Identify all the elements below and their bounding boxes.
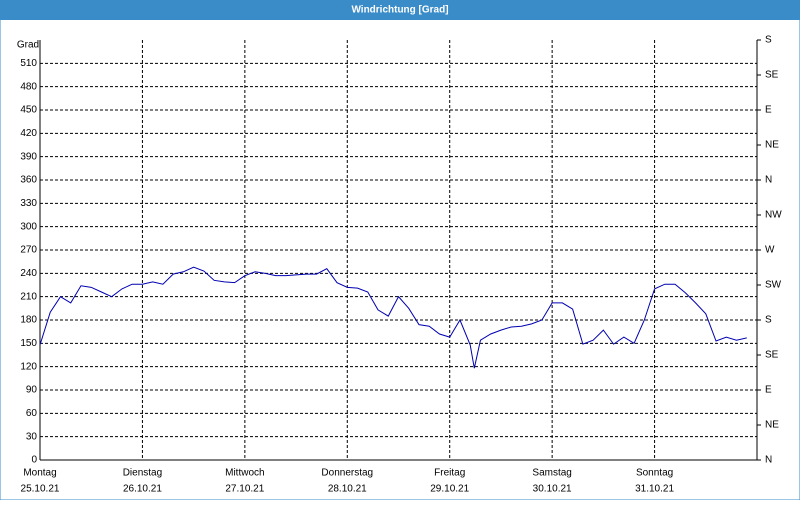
y-tick-label: 180 (20, 315, 37, 326)
y2-tick-label: E (765, 105, 772, 116)
x-tick-label: 27.10.21 (225, 484, 264, 495)
x-tick-label: 25.10.21 (21, 484, 60, 495)
x-tick-label: Montag (23, 468, 56, 479)
y2-tick-label: W (765, 245, 775, 256)
y-tick-label: 390 (20, 151, 37, 162)
y2-tick-label: NE (765, 420, 779, 431)
y-tick-label: 0 (31, 455, 37, 466)
x-tick-label: 28.10.21 (328, 484, 367, 495)
y-axis-label: Grad (17, 40, 39, 51)
y-tick-label: 330 (20, 198, 37, 209)
x-tick-label: 26.10.21 (123, 484, 162, 495)
x-tick-label: Sonntag (636, 468, 673, 479)
y-tick-label: 90 (26, 385, 38, 396)
y2-tick-label: N (765, 175, 772, 186)
chart-title: Windrichtung [Grad] (351, 5, 448, 16)
y2-tick-label: NW (765, 210, 782, 221)
y2-tick-label: N (765, 455, 772, 466)
y2-tick-label: SE (765, 70, 779, 81)
y2-tick-label: SW (765, 280, 782, 291)
y-tick-label: 480 (20, 81, 37, 92)
y-tick-label: 420 (20, 128, 37, 139)
y-tick-label: 120 (20, 361, 37, 372)
y-tick-label: 450 (20, 105, 37, 116)
data-line (39, 266, 747, 369)
y2-tick-label: NE (765, 140, 779, 151)
y2-tick-label: E (765, 385, 772, 396)
y2-tick-label: SE (765, 350, 779, 361)
y2-tick-label: S (765, 35, 772, 46)
x-tick-label: Dienstag (123, 468, 162, 479)
x-tick-label: Freitag (434, 468, 465, 479)
y2-tick-label: S (765, 315, 772, 326)
y-tick-label: 270 (20, 245, 37, 256)
y-tick-label: 360 (20, 175, 37, 186)
x-tick-label: Donnerstag (321, 468, 373, 479)
x-tick-label: Mittwoch (225, 468, 264, 479)
x-tick-label: 29.10.21 (430, 484, 469, 495)
x-tick-label: 30.10.21 (533, 484, 572, 495)
y-tick-label: 210 (20, 291, 37, 302)
x-tick-label: 31.10.21 (635, 484, 674, 495)
y-tick-label: 150 (20, 338, 37, 349)
y-tick-label: 30 (26, 431, 38, 442)
title-bar (0, 0, 800, 20)
y-tick-label: 60 (26, 408, 38, 419)
y-tick-label: 240 (20, 268, 37, 279)
y-tick-label: 510 (20, 58, 37, 69)
y-tick-label: 300 (20, 221, 37, 232)
x-tick-label: Samstag (532, 468, 571, 479)
